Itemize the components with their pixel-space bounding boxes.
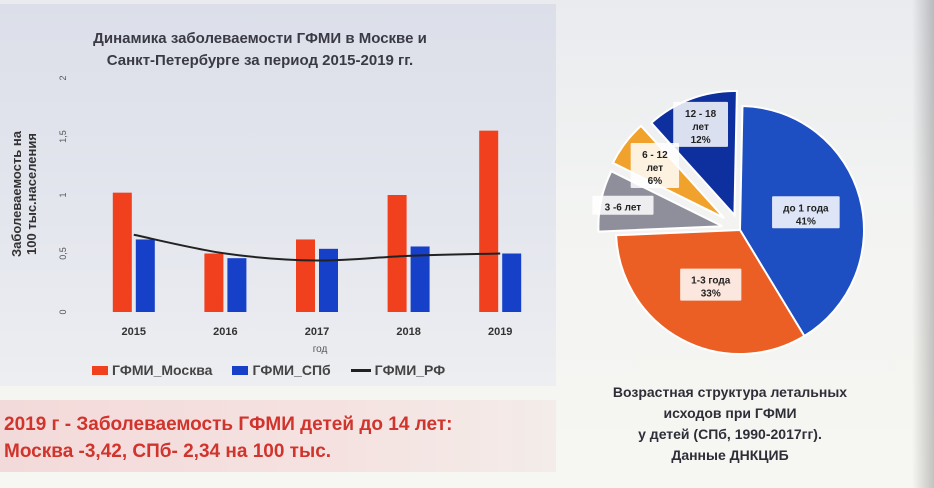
pie-chart: до 1 года 41% 1-3 года 33% 3 -6 лет 6 - 12 лет… xyxy=(592,90,865,355)
pie-label-box xyxy=(630,143,680,189)
bar-chart-plot: 0 0,5 1 1,5 2 2015 2016 2017 2018 2019 xyxy=(58,75,522,338)
x-axis-label: год xyxy=(312,344,328,355)
bar-moscow-2019 xyxy=(479,130,499,312)
pie-label-text: 1-3 года xyxy=(691,276,731,287)
legend-label-moscow: ГФМИ_Москва xyxy=(112,362,213,378)
banner-line-1: 2019 г - Заболеваемость ГФМИ детей до 14… xyxy=(4,414,453,435)
pie-caption: Возрастная структура летальных исходов п… xyxy=(590,382,870,466)
pie-label-box xyxy=(680,268,742,301)
pie-label-box xyxy=(592,195,654,215)
pie-caption-line-4: Данные ДНКЦИБ xyxy=(671,447,789,463)
legend-item-moscow: ГФМИ_Москва xyxy=(92,362,212,378)
line-rf xyxy=(133,233,501,262)
pie-label-text: лет xyxy=(647,163,664,174)
x-tick-label: 2018 xyxy=(396,326,420,338)
x-tick-label: 2017 xyxy=(305,326,329,338)
y-tick-label: 2 xyxy=(58,75,68,80)
bar-chart-panel: 0 0,5 1 1,5 2 2015 2016 2017 2018 2019 Динамика з… xyxy=(0,4,556,386)
y-tick-label: 0 xyxy=(58,309,68,314)
pie-label-text: 41% xyxy=(796,216,816,227)
bar-spb-2018 xyxy=(410,246,430,312)
bar-moscow-2018 xyxy=(387,195,407,312)
legend-label-rf: ГФМИ_РФ xyxy=(374,362,446,378)
legend-item-spb: ГФМИ_СПб xyxy=(232,362,331,378)
incidence-banner: 2019 г - Заболеваемость ГФМИ детей до 14… xyxy=(0,400,556,472)
pie-caption-line-2: исходов при ГФМИ xyxy=(663,405,797,421)
bar-spb-2017 xyxy=(319,248,338,312)
screen-edge-shadow xyxy=(912,0,934,488)
bar-spb-2019 xyxy=(502,253,522,312)
pie-label-text: лет xyxy=(692,122,709,133)
bar-moscow-2015 xyxy=(112,192,132,312)
legend-swatch-moscow xyxy=(92,365,108,375)
pie-label-box xyxy=(772,196,840,229)
x-tick-label: 2019 xyxy=(488,326,512,338)
y-tick-label: 1 xyxy=(58,192,68,197)
pie-label-box xyxy=(673,101,729,147)
chart-title: Динамика заболеваемости ГФМИ в Москве и … xyxy=(60,28,460,72)
chart-title-line-2: Санкт-Петербурге за период 2015-2019 гг. xyxy=(106,52,414,69)
bar-spb-2015 xyxy=(135,239,155,312)
y-axis-label: Заболеваемость на 100 тыс.населения xyxy=(9,131,39,257)
pie-label-text: 3 -6 лет xyxy=(605,203,642,214)
legend-label-spb: ГФМИ_СПб xyxy=(252,362,331,378)
legend-item-rf: ГФМИ_РФ xyxy=(350,362,446,378)
chart-title-line-1: Динамика заболеваемости ГФМИ в Москве и xyxy=(93,30,427,47)
bar-moscow-2016 xyxy=(204,253,224,312)
pie-caption-line-3: у детей (СПб, 1990-2017гг). xyxy=(638,426,822,442)
pie-label-text: 6% xyxy=(648,176,663,187)
legend-swatch-spb xyxy=(232,365,249,375)
y-tick-label: 1,5 xyxy=(58,130,68,143)
x-tick-label: 2015 xyxy=(122,326,146,338)
pie-caption-line-1: Возрастная структура летальных xyxy=(612,384,848,400)
pie-label-text: 6 - 12 xyxy=(642,150,668,161)
chart-legend: ГФМИ_Москва ГФМИ_СПб ГФМИ_РФ xyxy=(92,362,445,378)
pie-label-text: 33% xyxy=(701,289,721,300)
y-tick-label: 0,5 xyxy=(58,247,68,260)
bar-spb-2016 xyxy=(227,258,247,312)
legend-swatch-rf xyxy=(350,368,371,372)
pie-label-text: 12% xyxy=(691,135,711,146)
banner-line-2: Москва -3,42, СПб- 2,34 на 100 тыс. xyxy=(4,441,332,462)
bar-moscow-2017 xyxy=(296,239,315,312)
pie-label-text: 12 - 18 xyxy=(685,109,717,120)
x-tick-label: 2016 xyxy=(213,326,237,338)
pie-label-text: до 1 года xyxy=(783,203,829,214)
